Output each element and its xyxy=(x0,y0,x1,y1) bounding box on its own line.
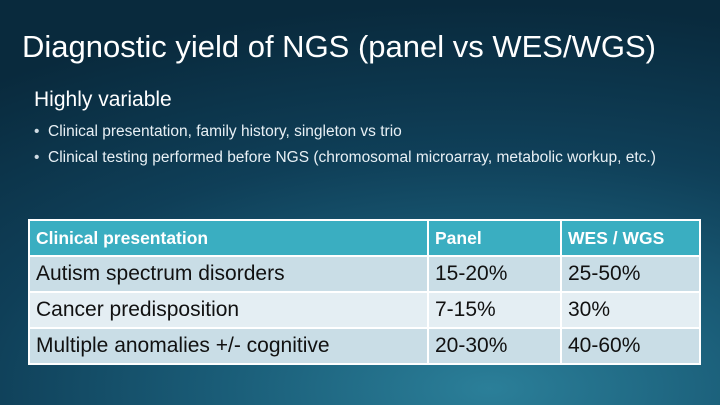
bullet-dot-icon: • xyxy=(34,149,40,166)
table-row: Multiple anomalies +/- cognitive 20-30% … xyxy=(28,327,701,365)
bullet-item: • Clinical presentation, family history,… xyxy=(34,121,684,142)
diagnostic-yield-table: Clinical presentation Panel WES / WGS Au… xyxy=(28,219,701,365)
table-cell-presentation: Multiple anomalies +/- cognitive xyxy=(28,327,429,365)
column-header-panel: Panel xyxy=(427,219,562,257)
column-header-clinical-presentation: Clinical presentation xyxy=(28,219,429,257)
table-cell-presentation: Autism spectrum disorders xyxy=(28,255,429,293)
table-cell-panel: 15-20% xyxy=(427,255,562,293)
bullet-dot-icon: • xyxy=(34,123,40,140)
slide-title: Diagnostic yield of NGS (panel vs WES/WG… xyxy=(22,29,656,64)
bullet-text: Clinical testing performed before NGS (c… xyxy=(48,149,656,166)
table-cell-wes-wgs: 25-50% xyxy=(560,255,701,293)
table-row: Autism spectrum disorders 15-20% 25-50% xyxy=(28,255,701,293)
column-header-wes-wgs: WES / WGS xyxy=(560,219,701,257)
bullet-list: • Clinical presentation, family history,… xyxy=(34,121,684,173)
bullet-item: • Clinical testing performed before NGS … xyxy=(34,147,684,168)
bullet-text: Clinical presentation, family history, s… xyxy=(48,123,402,140)
table-cell-panel: 20-30% xyxy=(427,327,562,365)
table-header-row: Clinical presentation Panel WES / WGS xyxy=(28,219,701,257)
table-row: Cancer predisposition 7-15% 30% xyxy=(28,291,701,329)
table-cell-presentation: Cancer predisposition xyxy=(28,291,429,329)
slide-subtitle: Highly variable xyxy=(34,88,172,111)
table-cell-wes-wgs: 30% xyxy=(560,291,701,329)
table-cell-wes-wgs: 40-60% xyxy=(560,327,701,365)
table-cell-panel: 7-15% xyxy=(427,291,562,329)
